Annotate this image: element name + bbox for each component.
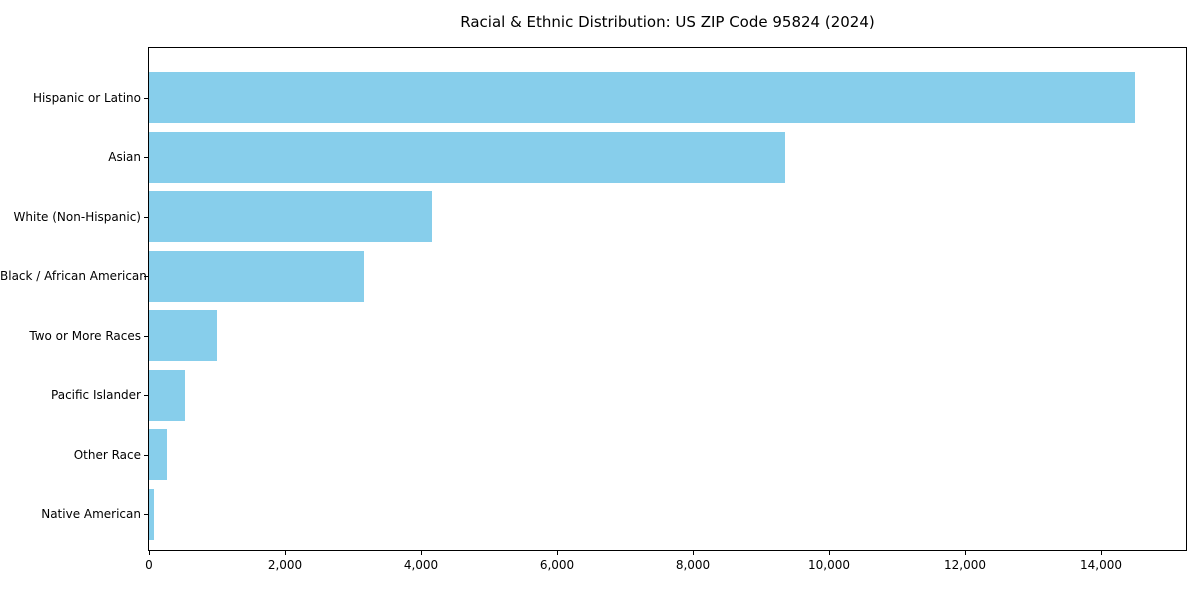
y-axis-tick	[144, 454, 148, 456]
y-axis-label-asian: Asian	[108, 150, 141, 165]
y-axis-label-native-american: Native American	[41, 507, 141, 522]
bar-two-or-more-races	[149, 310, 217, 362]
x-axis-tick	[965, 551, 966, 555]
x-axis-tick-label: 14,000	[1080, 558, 1122, 572]
plot-area	[148, 47, 1187, 551]
y-axis-tick	[144, 276, 148, 278]
y-axis-label-hispanic-or-latino: Hispanic or Latino	[32, 90, 141, 105]
x-axis-tick-label: 2,000	[267, 558, 303, 572]
bar-asian	[149, 131, 786, 183]
y-axis-label-white-non-hispanic: White (Non-Hispanic)	[13, 209, 141, 224]
bar-native-american	[149, 488, 154, 540]
x-axis-tick	[1101, 551, 1102, 555]
bar-other-race	[149, 429, 168, 481]
bar-black-african-american	[149, 250, 364, 302]
x-axis-tick-label: 12,000	[944, 558, 986, 572]
x-axis-tick	[421, 551, 422, 555]
bar-white-non-hispanic	[149, 191, 432, 243]
y-axis-tick	[144, 157, 148, 159]
y-axis-label-other-race: Other Race	[73, 447, 141, 462]
x-axis-tick-label: 10,000	[808, 558, 850, 572]
y-axis-tick	[144, 216, 148, 218]
x-axis-tick-label: 6,000	[539, 558, 575, 572]
x-axis-tick-label: 8,000	[675, 558, 711, 572]
y-axis-tick	[144, 395, 148, 397]
bar-hispanic-or-latino	[149, 72, 1135, 123]
y-axis-tick	[144, 97, 148, 99]
chart-title: Racial & Ethnic Distribution: US ZIP Cod…	[460, 13, 875, 31]
x-axis-tick	[149, 551, 150, 555]
x-axis-tick-label: 4,000	[403, 558, 439, 572]
x-axis-tick	[557, 551, 558, 555]
x-axis-tick	[285, 551, 286, 555]
y-axis-label-two-or-more-races: Two or More Races	[29, 328, 141, 343]
x-axis-tick	[829, 551, 830, 555]
y-axis-label-black-african-american: Black / African American	[0, 269, 147, 284]
y-axis-label-pacific-islander: Pacific Islander	[51, 388, 141, 403]
y-axis-tick	[144, 514, 148, 516]
y-axis-tick	[144, 335, 148, 337]
x-axis-tick-label: 0	[145, 558, 153, 572]
x-axis-tick	[693, 551, 694, 555]
bar-pacific-islander	[149, 369, 186, 421]
